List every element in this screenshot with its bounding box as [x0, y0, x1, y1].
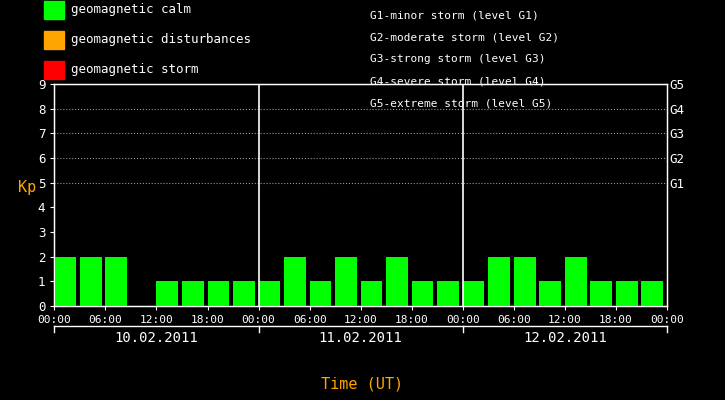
- Text: geomagnetic calm: geomagnetic calm: [71, 4, 191, 16]
- Bar: [360, 281, 382, 306]
- Bar: [463, 281, 484, 306]
- Bar: [207, 281, 229, 306]
- Bar: [412, 281, 434, 306]
- Bar: [489, 257, 510, 306]
- Bar: [54, 257, 76, 306]
- Bar: [539, 281, 561, 306]
- Text: G4-severe storm (level G4): G4-severe storm (level G4): [370, 76, 545, 86]
- Bar: [386, 257, 408, 306]
- Bar: [565, 257, 587, 306]
- Bar: [259, 281, 281, 306]
- Text: 11.02.2011: 11.02.2011: [319, 331, 402, 345]
- Bar: [80, 257, 102, 306]
- Text: G5-extreme storm (level G5): G5-extreme storm (level G5): [370, 98, 552, 108]
- Bar: [642, 281, 663, 306]
- Bar: [590, 281, 612, 306]
- Bar: [310, 281, 331, 306]
- Bar: [616, 281, 638, 306]
- Bar: [233, 281, 254, 306]
- Text: G2-moderate storm (level G2): G2-moderate storm (level G2): [370, 32, 559, 42]
- Text: geomagnetic disturbances: geomagnetic disturbances: [71, 34, 251, 46]
- Y-axis label: Kp: Kp: [17, 180, 36, 195]
- Text: geomagnetic storm: geomagnetic storm: [71, 64, 199, 76]
- Bar: [514, 257, 536, 306]
- Text: 10.02.2011: 10.02.2011: [115, 331, 199, 345]
- Bar: [437, 281, 459, 306]
- Text: G1-minor storm (level G1): G1-minor storm (level G1): [370, 10, 539, 20]
- Bar: [157, 281, 178, 306]
- Bar: [284, 257, 306, 306]
- Text: 12.02.2011: 12.02.2011: [523, 331, 607, 345]
- Bar: [182, 281, 204, 306]
- Bar: [105, 257, 127, 306]
- Bar: [335, 257, 357, 306]
- Text: G3-strong storm (level G3): G3-strong storm (level G3): [370, 54, 545, 64]
- Text: Time (UT): Time (UT): [321, 376, 404, 392]
